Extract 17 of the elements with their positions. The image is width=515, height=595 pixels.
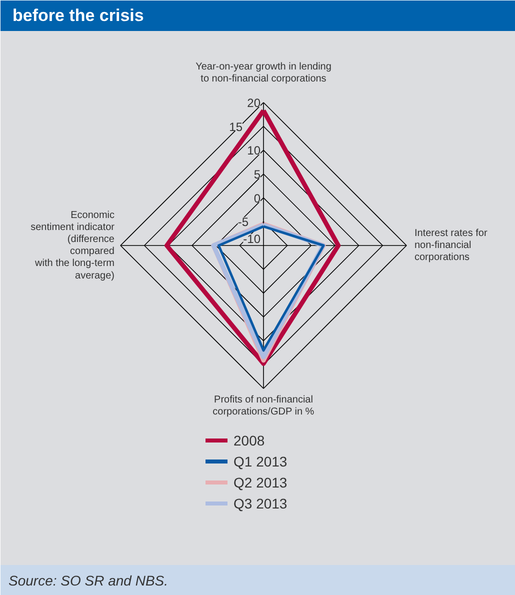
legend-label: 2008 <box>234 432 265 448</box>
spoke-label: Interest rates for non-financial corporations <box>414 228 488 264</box>
y-tick-label: 5 <box>254 168 261 182</box>
source-note: Source: SO SR and NBS. <box>8 572 168 588</box>
chart-title: before the crisis <box>12 6 144 25</box>
legend-label: Q3 2013 <box>234 496 288 512</box>
spoke-label: Profits of non-financial corporations/GDP in % <box>212 394 314 418</box>
y-tick-label: 10 <box>247 144 261 158</box>
y-tick-label: 0 <box>254 191 261 206</box>
y-tick-label: 15 <box>229 120 243 134</box>
y-tick-label: -10 <box>243 232 261 246</box>
spoke-label: Economic sentiment indicator (difference compared with the long-term average) <box>30 210 116 282</box>
legend-label: Q2 2013 <box>234 474 288 490</box>
y-tick-label: -5 <box>238 215 249 230</box>
spoke-label: Year-on-year growth in lending to non-financial corporations <box>196 61 332 84</box>
y-tick-label: 20 <box>247 96 261 110</box>
legend-label: Q1 2013 <box>234 454 288 470</box>
